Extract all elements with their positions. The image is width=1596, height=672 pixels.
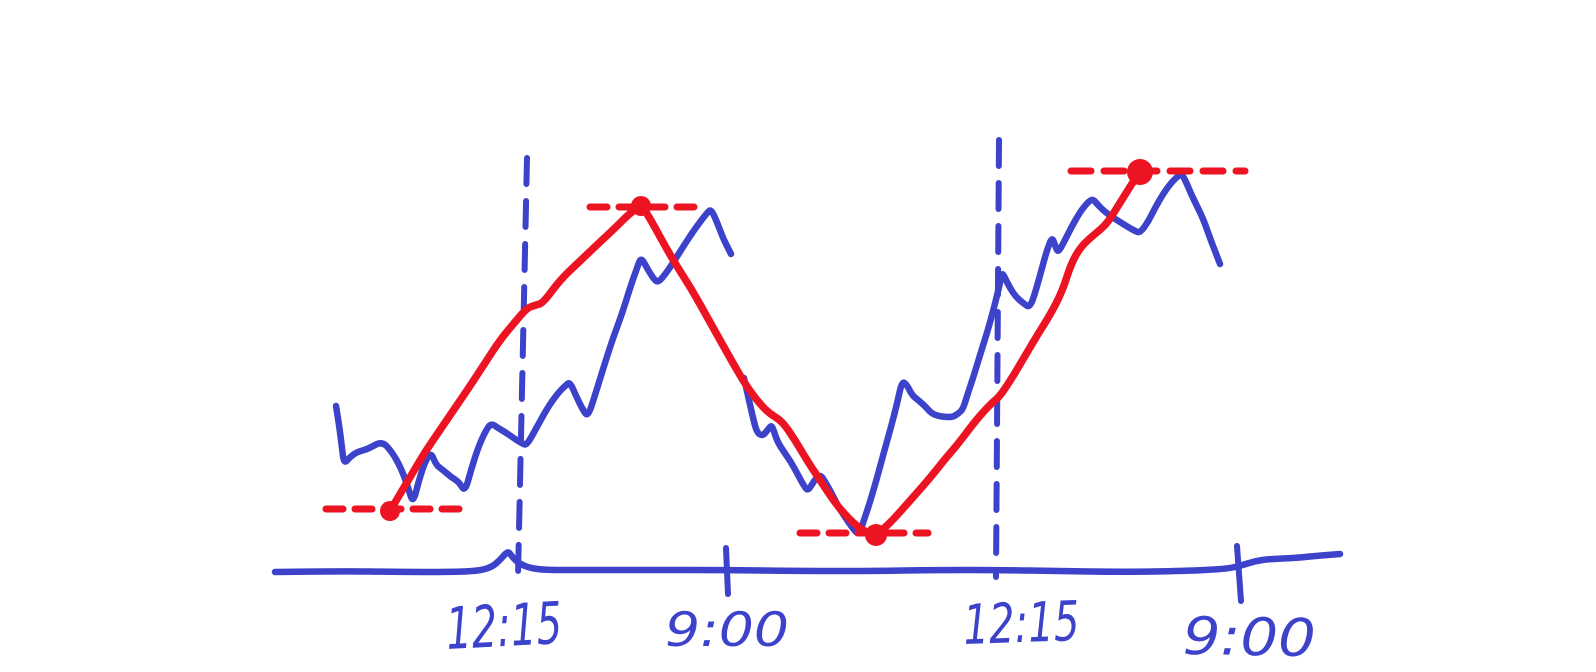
session-divider-dashed-line [515,155,530,580]
x-axis-time-label: 9:00 [665,603,789,658]
x-axis-tick [1234,543,1244,604]
swing-high-marker-dot [1127,159,1153,185]
swing-low-marker-dot [380,501,400,521]
zigzag-swing-line [386,167,1144,539]
swing-low-marker-dot [865,524,887,546]
session-divider-dashed-line [993,137,1002,580]
x-axis-line [271,549,1344,576]
x-axis-time-label: 12:15 [444,589,563,663]
swing-high-marker-dot [631,196,651,216]
x-axis-time-label: 9:00 [1182,607,1316,669]
x-axis-tick [723,545,731,597]
x-axis-time-label: 12:15 [962,589,1080,657]
